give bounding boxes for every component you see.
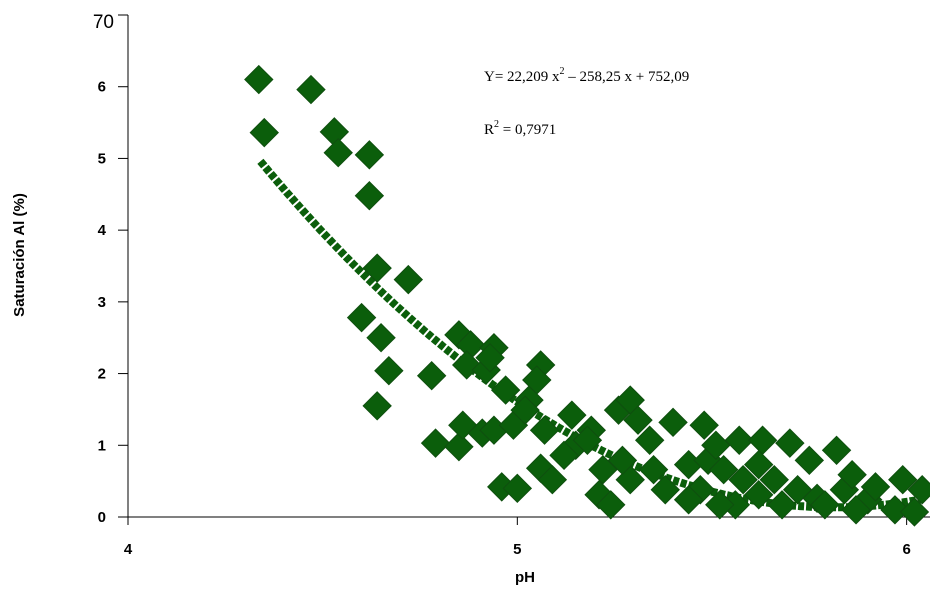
point bbox=[537, 465, 568, 495]
point bbox=[296, 74, 326, 105]
point bbox=[841, 495, 871, 525]
y-tick-label: 6 bbox=[98, 79, 106, 96]
x-tick-label: 4 bbox=[124, 541, 133, 558]
point bbox=[374, 355, 404, 386]
point bbox=[354, 140, 385, 170]
point bbox=[810, 490, 840, 520]
point bbox=[689, 410, 719, 440]
point bbox=[880, 495, 910, 525]
point bbox=[685, 475, 716, 505]
point bbox=[366, 323, 396, 353]
point bbox=[747, 425, 778, 455]
point bbox=[490, 375, 521, 405]
r-squared: R2 = 0,7971 bbox=[484, 119, 556, 138]
point bbox=[728, 465, 758, 495]
point bbox=[596, 490, 626, 520]
point bbox=[452, 350, 482, 380]
point bbox=[821, 435, 852, 466]
point bbox=[634, 425, 665, 455]
point bbox=[794, 445, 825, 476]
point bbox=[420, 428, 451, 458]
y-tick-label: 5 bbox=[98, 150, 106, 167]
point bbox=[362, 253, 392, 283]
point bbox=[244, 64, 274, 95]
point bbox=[557, 400, 587, 430]
point bbox=[782, 475, 813, 505]
equation: Y= 22,209 x2 – 258,25 x + 752,09 bbox=[484, 66, 689, 85]
point bbox=[393, 264, 424, 295]
y-tick-label: 0 bbox=[98, 509, 106, 526]
y-tick-label: 3 bbox=[98, 294, 106, 311]
point bbox=[899, 497, 930, 527]
point bbox=[724, 425, 754, 455]
point bbox=[416, 361, 447, 391]
point bbox=[743, 449, 774, 480]
point bbox=[658, 407, 688, 438]
point bbox=[638, 454, 669, 485]
point bbox=[362, 391, 392, 421]
y-tick-label: 1 bbox=[98, 437, 106, 454]
point bbox=[907, 475, 930, 505]
point bbox=[607, 445, 638, 476]
point bbox=[529, 415, 560, 445]
point bbox=[444, 432, 474, 462]
y-tick-label: 4 bbox=[98, 222, 107, 239]
point bbox=[584, 480, 614, 510]
point bbox=[346, 302, 377, 333]
point bbox=[888, 465, 918, 495]
y-tick-label: 2 bbox=[98, 366, 106, 383]
point bbox=[354, 181, 385, 211]
y-tick-label: 70 bbox=[93, 12, 114, 33]
point bbox=[588, 454, 618, 485]
x-tick-label: 5 bbox=[513, 541, 521, 558]
point bbox=[767, 490, 797, 520]
point bbox=[837, 459, 867, 490]
x-axis-label: pH bbox=[515, 569, 535, 586]
point bbox=[623, 405, 653, 435]
point bbox=[475, 343, 505, 373]
point bbox=[448, 410, 478, 440]
point bbox=[759, 465, 789, 495]
point bbox=[673, 485, 704, 515]
point bbox=[705, 490, 735, 520]
point bbox=[650, 475, 680, 505]
point bbox=[549, 440, 579, 471]
point bbox=[572, 425, 603, 455]
point bbox=[502, 473, 533, 504]
point bbox=[249, 117, 279, 148]
point bbox=[323, 137, 353, 168]
point bbox=[775, 428, 805, 458]
point bbox=[743, 480, 774, 510]
point bbox=[319, 117, 350, 147]
point bbox=[510, 395, 540, 425]
x-tick-label: 6 bbox=[902, 541, 910, 558]
y-axis-label: Saturación Al (%) bbox=[11, 193, 28, 317]
point bbox=[708, 454, 739, 485]
trendline bbox=[257, 158, 923, 512]
point bbox=[860, 472, 891, 502]
